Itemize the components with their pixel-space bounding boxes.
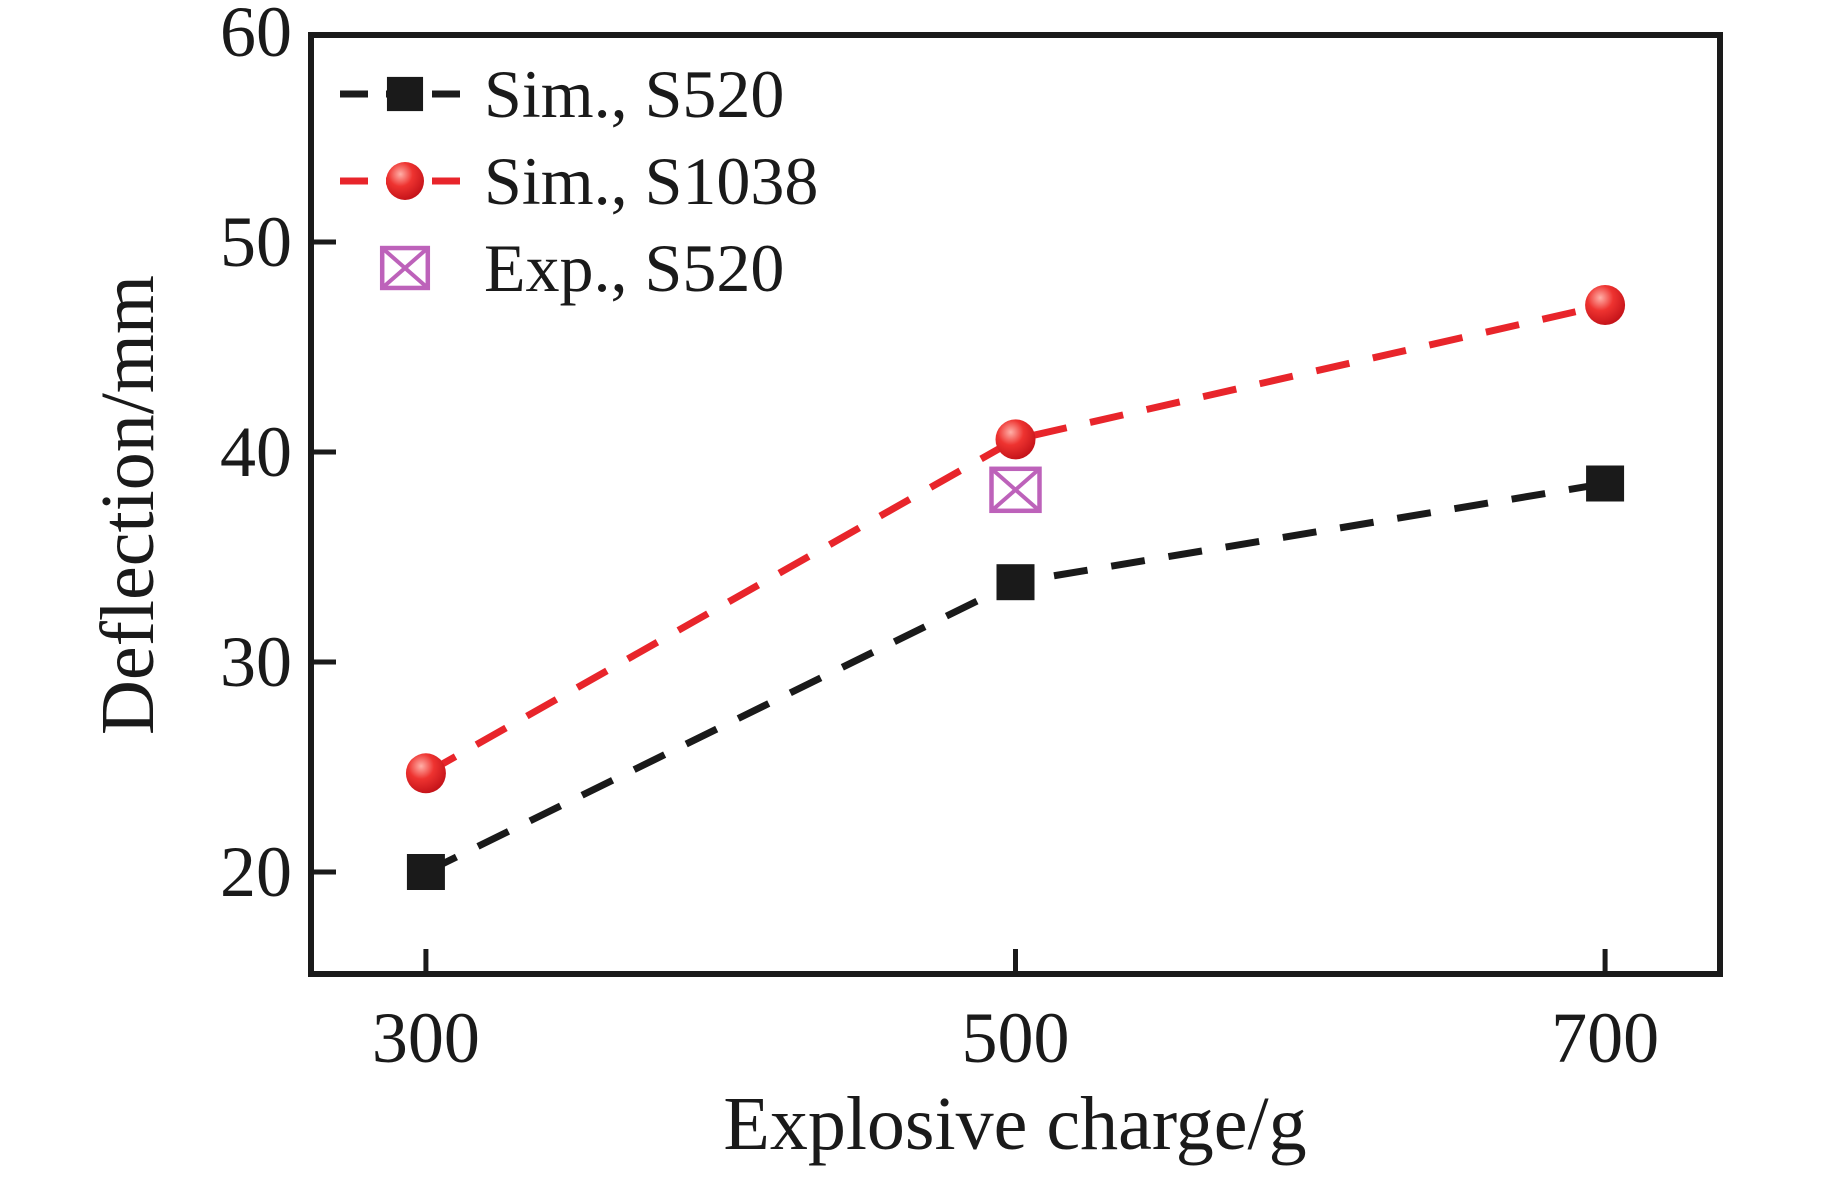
y-tick-label: 30 — [220, 622, 292, 702]
y-tick-label: 20 — [220, 832, 292, 912]
series-line — [424, 480, 1606, 876]
x-axis-title: Explosive charge/g — [723, 1082, 1307, 1166]
legend-label: Sim., S1038 — [484, 142, 819, 219]
legend-marker-icon — [379, 245, 431, 290]
y-tick-label: 60 — [220, 0, 292, 72]
series-line — [424, 301, 1606, 777]
sphere-marker — [386, 161, 424, 200]
y-tick-label: 40 — [220, 412, 292, 492]
plot-frame — [308, 32, 1723, 977]
sphere-marker — [405, 753, 446, 794]
legend-item: Sim., S1038 — [340, 137, 818, 224]
x-tick-label: 500 — [961, 998, 1070, 1078]
square-marker — [1586, 465, 1625, 502]
y-tick-label: 50 — [220, 202, 292, 282]
legend-item: Sim., S520 — [340, 50, 818, 137]
sphere-marker — [1585, 285, 1626, 325]
square-marker — [996, 564, 1035, 601]
x-tick-label: 700 — [1551, 998, 1660, 1078]
legend-item: Exp., S520 — [340, 224, 818, 311]
sphere-marker — [995, 419, 1036, 460]
legend-label: Exp., S520 — [484, 229, 785, 306]
legend-marker-icon — [340, 76, 470, 111]
legend-label: Sim., S520 — [484, 55, 785, 132]
y-axis-title: Deflection/mm — [86, 274, 170, 736]
square-marker — [386, 76, 424, 111]
crossed-square-marker — [990, 467, 1041, 513]
plot-area — [308, 32, 1723, 977]
legend-marker-icon — [340, 161, 470, 200]
legend: Sim., S520 Sim., S1038 Exp., S520 — [340, 50, 818, 311]
x-tick-label: 300 — [371, 998, 480, 1078]
square-marker — [406, 854, 445, 890]
crossed-square-marker — [380, 246, 430, 289]
